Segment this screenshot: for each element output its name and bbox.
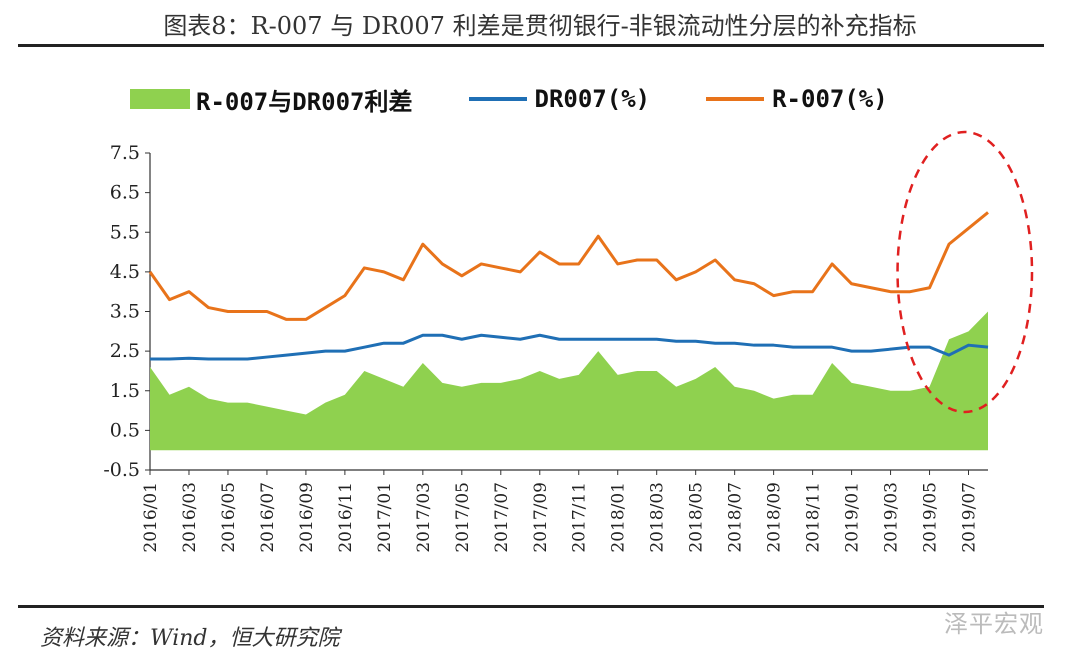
x-tick-label: 2017/05 [453,482,473,553]
annotation-ellipse [896,130,1034,414]
x-tick-label: 2016/09 [297,482,317,553]
source-note: 资料来源：Wind，恒大研究院 [40,626,340,651]
x-tick-label: 2016/11 [336,482,356,553]
x-tick-label: 2019/03 [882,482,902,553]
x-tick-label: 2019/05 [921,482,941,553]
legend-swatch-r007 [706,97,765,101]
series-line-dr007 [150,333,989,361]
y-tick-label: 7.5 [110,142,140,164]
x-tick-label: 2019/07 [960,482,980,553]
legend-swatch-spread [130,89,190,109]
series-area-spread [150,311,988,451]
x-tick-label: 2017/11 [570,482,590,553]
y-tick-label: 6.5 [110,182,140,204]
x-tick-label: 2018/03 [648,482,668,553]
top-rule [18,44,1044,47]
y-tick-label: 2.5 [110,340,140,362]
x-tick-label: 2017/01 [375,482,395,553]
figure-title: 图表8：R-007 与 DR007 利差是贯彻银行-非银流动性分层的补充指标 [163,12,917,40]
y-tick-label: 1.5 [110,380,140,402]
chart-legend: R-007与DR007利差 DR007(%) R-007(%) [130,82,944,117]
x-tick-label: 2016/05 [219,482,239,553]
y-tick-label: 5.5 [110,221,140,243]
bottom-rule [18,605,1044,608]
legend-label-dr007: DR007(%) [534,85,651,113]
y-tick-label: 4.5 [110,261,140,283]
y-tick-label: 0.5 [110,419,140,441]
x-tick-label: 2017/09 [531,482,551,553]
legend-label-r007: R-007(%) [772,85,888,113]
x-tick-label: 2018/09 [765,482,785,553]
x-tick-label: 2016/01 [141,482,161,553]
x-tick-label: 2017/03 [414,482,434,553]
x-tick-label: 2016/03 [180,482,200,553]
x-tick-label: 2016/07 [258,482,278,553]
x-tick-label: 2018/01 [609,482,629,553]
x-tick-label: 2019/01 [843,482,863,553]
legend-item-spread: R-007与DR007利差 [130,82,413,117]
series-line-r007 [148,211,989,321]
y-tick-label: 3.5 [110,301,140,323]
legend-item-dr007: DR007(%) [468,85,651,113]
legend-label-spread: R-007与DR007利差 [196,87,413,116]
legend-item-r007: R-007(%) [706,85,888,113]
x-tick-label: 2017/07 [492,482,512,553]
legend-swatch-dr007 [468,97,527,101]
x-tick-label: 2018/11 [804,482,824,553]
y-tick-label: -0.5 [103,459,140,481]
watermark-logo: 泽平宏观 [944,610,1044,638]
x-tick-label: 2018/07 [726,482,746,553]
x-tick-label: 2018/05 [687,482,707,553]
